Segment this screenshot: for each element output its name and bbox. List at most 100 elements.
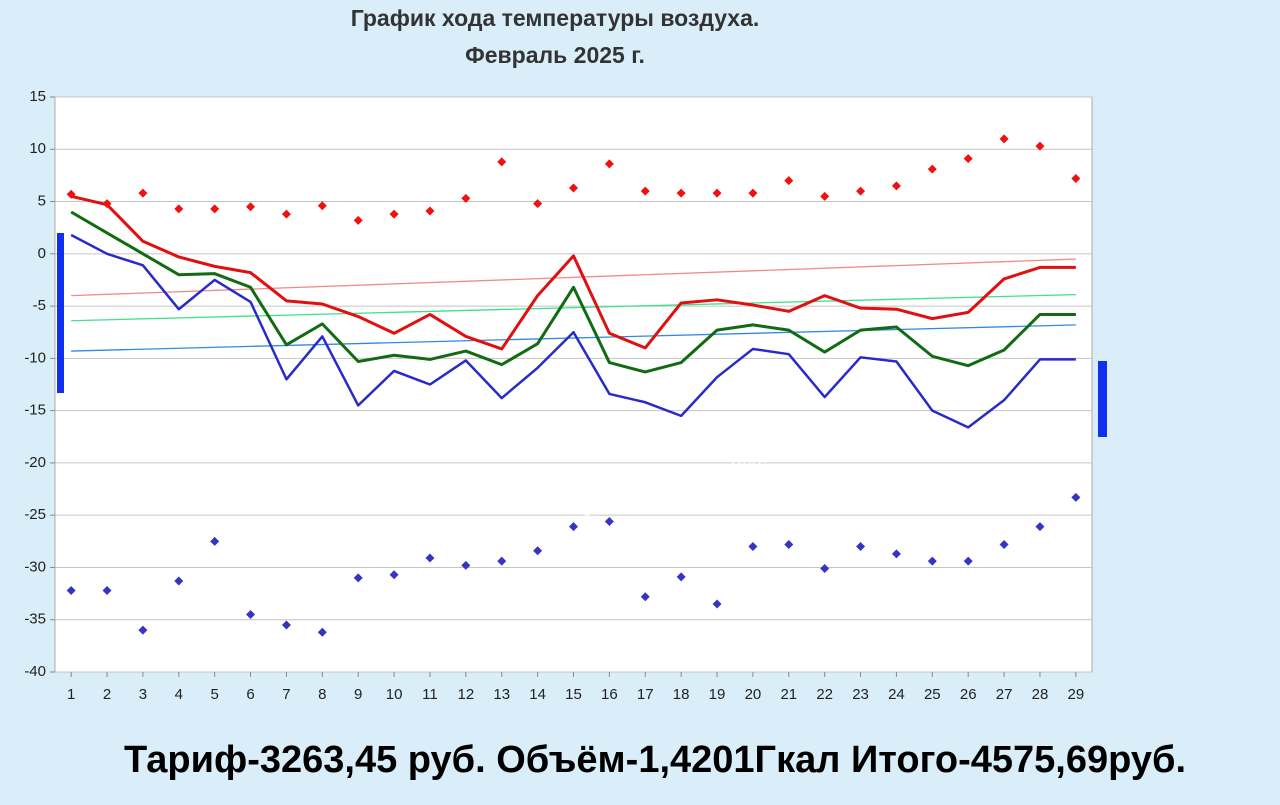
marker: [1071, 174, 1081, 184]
y-tick-label: -40: [24, 663, 46, 680]
x-tick-label: 2: [103, 686, 111, 703]
x-tick-label: 4: [175, 686, 183, 703]
y-tick-label: 15: [29, 88, 46, 105]
marker: [317, 627, 327, 637]
marker: [461, 193, 471, 203]
series-line: [70, 233, 1076, 429]
x-tick-label: 25: [924, 686, 941, 703]
x-tick-label: 29: [1068, 686, 1085, 703]
marker: [712, 188, 722, 198]
x-tick-label: 26: [960, 686, 977, 703]
x-tick-label: 7: [282, 686, 290, 703]
x-tick-label: 22: [816, 686, 833, 703]
marker: [102, 199, 112, 209]
x-tick-label: 5: [211, 686, 219, 703]
x-tick-label: 12: [458, 686, 475, 703]
chart-title: График хода температуры воздуха.: [351, 5, 760, 31]
x-tick-label: 1: [67, 686, 75, 703]
footer-text: Тариф-3263,45 руб. Объём-1,4201Гкал Итог…: [124, 739, 1186, 781]
marker: [497, 556, 507, 566]
marker: [281, 209, 291, 219]
marks: [66, 134, 1081, 637]
y-tick-label: -5: [33, 297, 46, 314]
x-tick-label: 14: [529, 686, 546, 703]
x-tick-label: 17: [637, 686, 654, 703]
y-tick-label: -20: [24, 454, 46, 471]
marker: [856, 542, 866, 552]
marker: [497, 157, 507, 167]
y-tick-label: -25: [24, 506, 46, 523]
series-line: [71, 324, 1076, 352]
marker: [712, 599, 722, 609]
x-tick-label: 21: [780, 686, 797, 703]
y-tick-label: 5: [38, 193, 46, 210]
chart-subtitle: Февраль 2025 г.: [465, 42, 645, 68]
marker: [963, 154, 973, 164]
marker: [604, 159, 614, 169]
x-tick-label: 24: [888, 686, 905, 703]
marker: [174, 204, 184, 214]
marker: [281, 620, 291, 630]
marker: [891, 181, 901, 191]
marker: [138, 625, 148, 635]
series-line: [70, 210, 1076, 374]
marker: [174, 576, 184, 586]
x-tick-label: 20: [745, 686, 762, 703]
marker: [102, 585, 112, 595]
marker: [676, 188, 686, 198]
x-tick-label: 18: [673, 686, 690, 703]
marker: [66, 585, 76, 595]
marker: [533, 546, 543, 556]
marker: [640, 592, 650, 602]
marker: [784, 539, 794, 549]
marker: [963, 556, 973, 566]
marker: [138, 188, 148, 198]
marker: [353, 573, 363, 583]
marker: [1035, 141, 1045, 151]
marker: [856, 186, 866, 196]
x-tick-label: 6: [246, 686, 254, 703]
y-tick-label: -10: [24, 349, 46, 366]
marker: [461, 560, 471, 570]
marker: [604, 516, 614, 526]
marker: [676, 572, 686, 582]
x-tick-label: 3: [139, 686, 147, 703]
x-tick-label: 19: [709, 686, 726, 703]
marker: [891, 549, 901, 559]
y-tick-label: -15: [24, 402, 46, 419]
marker: [927, 164, 937, 174]
marker: [389, 570, 399, 580]
marker: [425, 206, 435, 216]
marker: [748, 542, 758, 552]
marker: [569, 183, 578, 193]
x-tick-label: 11: [422, 686, 438, 703]
x-tick-label: 27: [996, 686, 1013, 703]
marker: [1071, 492, 1081, 502]
x-tick-label: 13: [493, 686, 510, 703]
marker: [927, 556, 937, 566]
plot-area: [54, 96, 1093, 673]
marker: [533, 199, 543, 209]
marker: [820, 191, 830, 201]
x-tick-label: 28: [1032, 686, 1049, 703]
marker: [784, 176, 794, 186]
series-line: [71, 258, 1076, 297]
y-tick-label: -35: [24, 611, 46, 628]
x-tick-label: 23: [852, 686, 869, 703]
marker: [317, 201, 327, 211]
marker: [748, 188, 758, 198]
side-bar: [57, 233, 64, 393]
x-tick-label: 8: [318, 686, 326, 703]
marker: [353, 215, 363, 225]
x-tick-label: 16: [601, 686, 618, 703]
x-tick-label: 9: [354, 686, 362, 703]
y-tick-label: 0: [38, 245, 46, 262]
marker: [820, 564, 830, 573]
y-tick-label: 10: [29, 140, 46, 157]
marker: [66, 189, 76, 199]
marker: [1035, 522, 1045, 532]
marker: [425, 553, 435, 563]
marker: [210, 536, 220, 546]
